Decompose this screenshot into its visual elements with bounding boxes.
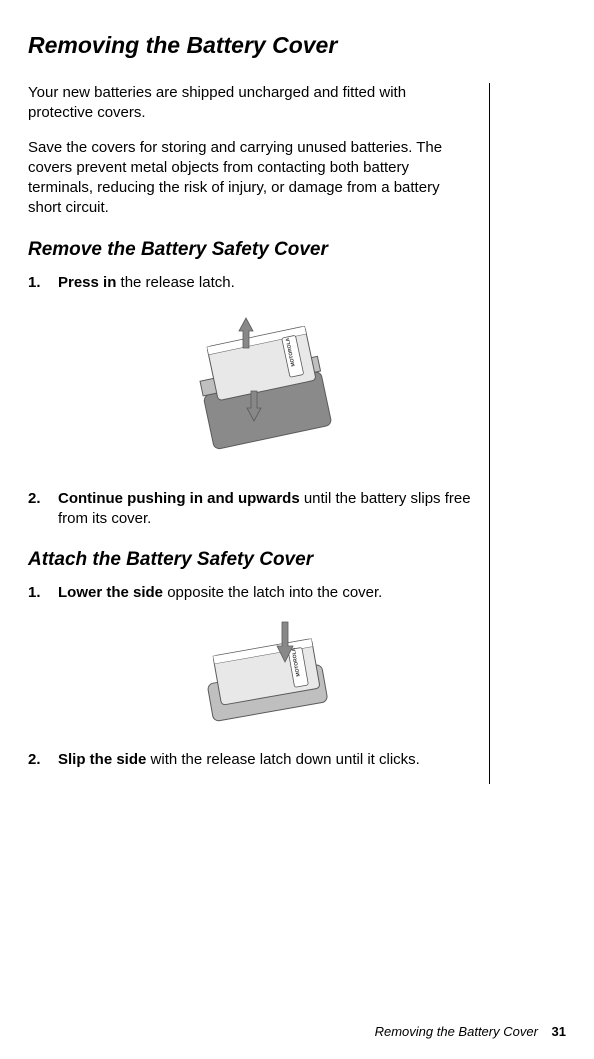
left-column: Your new batteries are shipped uncharged… bbox=[28, 83, 490, 784]
remove-step-1-bold: Press in bbox=[58, 274, 116, 291]
page-footer: Removing the Battery Cover 31 bbox=[375, 1024, 566, 1039]
attach-steps-list: Lower the side opposite the latch into t… bbox=[28, 583, 473, 770]
remove-step-1: Press in the release latch. MOTOROLA bbox=[52, 273, 473, 473]
attach-step-2: Slip the side with the release latch dow… bbox=[52, 750, 473, 770]
battery-attach-illustration: MOTOROLA bbox=[181, 614, 351, 734]
section-heading-remove: Remove the Battery Safety Cover bbox=[28, 239, 473, 261]
section-heading-attach: Attach the Battery Safety Cover bbox=[28, 549, 473, 571]
attach-step-1-rest: opposite the latch into the cover. bbox=[163, 584, 382, 601]
remove-step-2-bold: Continue pushing in and upwards bbox=[58, 490, 300, 507]
footer-page-number: 31 bbox=[552, 1024, 566, 1039]
remove-step-2: Continue pushing in and upwards until th… bbox=[52, 489, 473, 530]
right-column bbox=[510, 83, 566, 784]
footer-text: Removing the Battery Cover bbox=[375, 1024, 538, 1039]
battery-remove-illustration: MOTOROLA bbox=[181, 303, 351, 473]
attach-step-1: Lower the side opposite the latch into t… bbox=[52, 583, 473, 733]
attach-step-2-rest: with the release latch down until it cli… bbox=[146, 751, 419, 768]
content-columns: Your new batteries are shipped uncharged… bbox=[28, 83, 566, 784]
remove-steps-list: Press in the release latch. MOTOROLA bbox=[28, 273, 473, 530]
page-title: Removing the Battery Cover bbox=[28, 32, 566, 59]
attach-step-2-bold: Slip the side bbox=[58, 751, 146, 768]
intro-paragraph-2: Save the covers for storing and carrying… bbox=[28, 138, 473, 219]
intro-paragraph-1: Your new batteries are shipped uncharged… bbox=[28, 83, 473, 124]
remove-step-1-rest: the release latch. bbox=[116, 274, 234, 291]
attach-step-1-bold: Lower the side bbox=[58, 584, 163, 601]
